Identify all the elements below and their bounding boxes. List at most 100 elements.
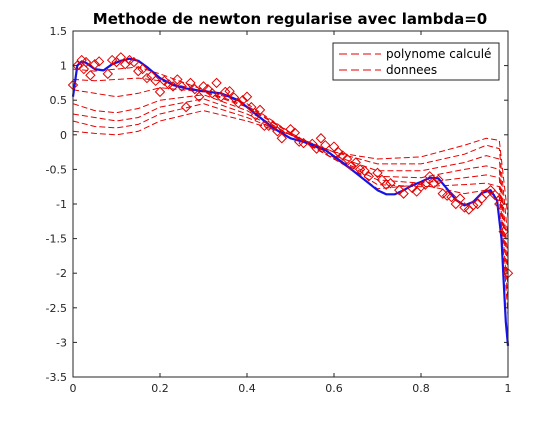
data-point-marker <box>167 81 179 92</box>
data-point-marker <box>176 81 187 92</box>
data-point-marker <box>467 200 479 211</box>
data-point-marker <box>494 198 505 210</box>
data-point-marker <box>102 68 114 80</box>
y-tick-label: 1.5 <box>50 25 68 38</box>
data-point-marker <box>289 127 301 138</box>
data-point-marker <box>337 150 348 161</box>
data-point-marker <box>450 198 462 210</box>
data-point-marker <box>224 85 235 97</box>
data-point-marker <box>398 188 409 199</box>
data-point-marker <box>415 181 427 192</box>
data-point-marker <box>72 60 83 71</box>
plot-area <box>73 31 508 377</box>
data-point-marker <box>254 104 266 116</box>
iterate-line-7 <box>72 66 509 315</box>
data-point-marker <box>454 193 466 204</box>
data-point-marker <box>128 56 140 68</box>
data-point-marker <box>315 133 327 144</box>
data-point-marker <box>328 141 340 152</box>
data-point-marker <box>93 56 105 67</box>
data-point-marker <box>420 179 431 190</box>
data-point-marker <box>276 133 288 144</box>
data-point-marker <box>259 120 270 132</box>
legend-label-donnees: donnees <box>386 63 437 77</box>
data-point-marker <box>198 81 209 92</box>
x-tick-label: 0.8 <box>412 382 430 395</box>
data-point-marker <box>246 101 257 113</box>
data-point-marker <box>341 153 353 165</box>
data-point-marker <box>133 65 144 77</box>
data-point-marker <box>228 92 240 103</box>
data-point-marker <box>311 143 322 154</box>
data-point-marker <box>350 157 361 168</box>
data-point-marker <box>206 88 218 99</box>
data-point-marker <box>150 75 161 87</box>
data-point-marker <box>233 97 244 109</box>
data-point-marker <box>250 110 261 121</box>
y-tick-label: -2 <box>56 267 67 280</box>
axis-ticks: 0 0.2 0.4 0.6 0.8 1 1.5 1 0.5 0 -0.5 -1 -1.5 -2 -2.5 -3… <box>46 25 512 395</box>
legend: polynome calculé donnees <box>332 42 500 81</box>
y-tick-label: -0.5 <box>46 163 67 176</box>
data-point-marker <box>220 86 231 98</box>
data-point-marker <box>193 91 205 102</box>
data-point-marker <box>272 126 283 137</box>
data-point-marker <box>424 171 435 182</box>
data-point-marker <box>380 179 392 190</box>
data-point-marker <box>185 77 196 89</box>
data-point-marker <box>489 189 501 201</box>
legend-label-polynome: polynome calculé <box>386 47 491 61</box>
y-tick-label: -1.5 <box>46 233 67 246</box>
iterate-line-4 <box>72 94 509 274</box>
data-point-marker <box>285 124 296 135</box>
data-point-marker <box>385 178 396 189</box>
x-tick-label: 0.2 <box>151 382 169 395</box>
x-tick-label: 0 <box>70 382 77 395</box>
data-point-marker <box>85 70 96 81</box>
data-point-marker <box>141 72 153 84</box>
data-point-marker <box>333 146 344 158</box>
data-point-marker <box>180 101 192 113</box>
y-tick-label: 1 <box>60 60 67 73</box>
x-tick-label: 0.4 <box>238 382 256 395</box>
data-point-marker <box>481 188 492 199</box>
data-point-marker <box>472 198 483 210</box>
data-point-marker <box>89 59 100 70</box>
chart-title: Methode de newton regularise avec lambda… <box>93 10 487 28</box>
iterate-line-1 <box>72 110 509 218</box>
data-point-marker <box>241 91 253 102</box>
data-point-marker <box>115 52 127 63</box>
legend-box <box>332 42 500 81</box>
data-point-marker <box>363 171 375 182</box>
data-point-marker <box>407 182 418 194</box>
data-point-marker <box>394 184 405 196</box>
data-point-marker <box>237 94 248 106</box>
data-point-marker <box>154 86 166 98</box>
data-point-marker <box>428 178 440 189</box>
data-point-marker <box>80 56 92 68</box>
data-point-marker <box>498 226 509 237</box>
data-point-marker <box>263 120 274 132</box>
y-tick-label: -3 <box>56 336 67 349</box>
y-tick-label: -2.5 <box>46 302 67 315</box>
data-point-marker <box>372 167 383 179</box>
data-point-marker <box>346 160 357 172</box>
y-tick-label: -1 <box>56 198 67 211</box>
data-point-marker <box>172 74 183 85</box>
data-point-marker <box>267 120 279 132</box>
x-tick-label: 0.6 <box>325 382 343 395</box>
data-point-marker <box>189 83 201 95</box>
data-point-marker <box>446 191 457 203</box>
data-point-marker <box>159 75 170 87</box>
data-point-marker <box>211 77 222 89</box>
data-point-marker <box>320 139 331 151</box>
data-point-marker <box>433 174 444 185</box>
data-point-marker <box>359 165 370 176</box>
y-tick-label: 0 <box>60 129 67 142</box>
y-tick-label: 0.5 <box>50 94 68 107</box>
data-point-marker <box>298 137 309 149</box>
data-point-marker <box>78 63 90 75</box>
y-tick-label: -3.5 <box>46 371 67 384</box>
